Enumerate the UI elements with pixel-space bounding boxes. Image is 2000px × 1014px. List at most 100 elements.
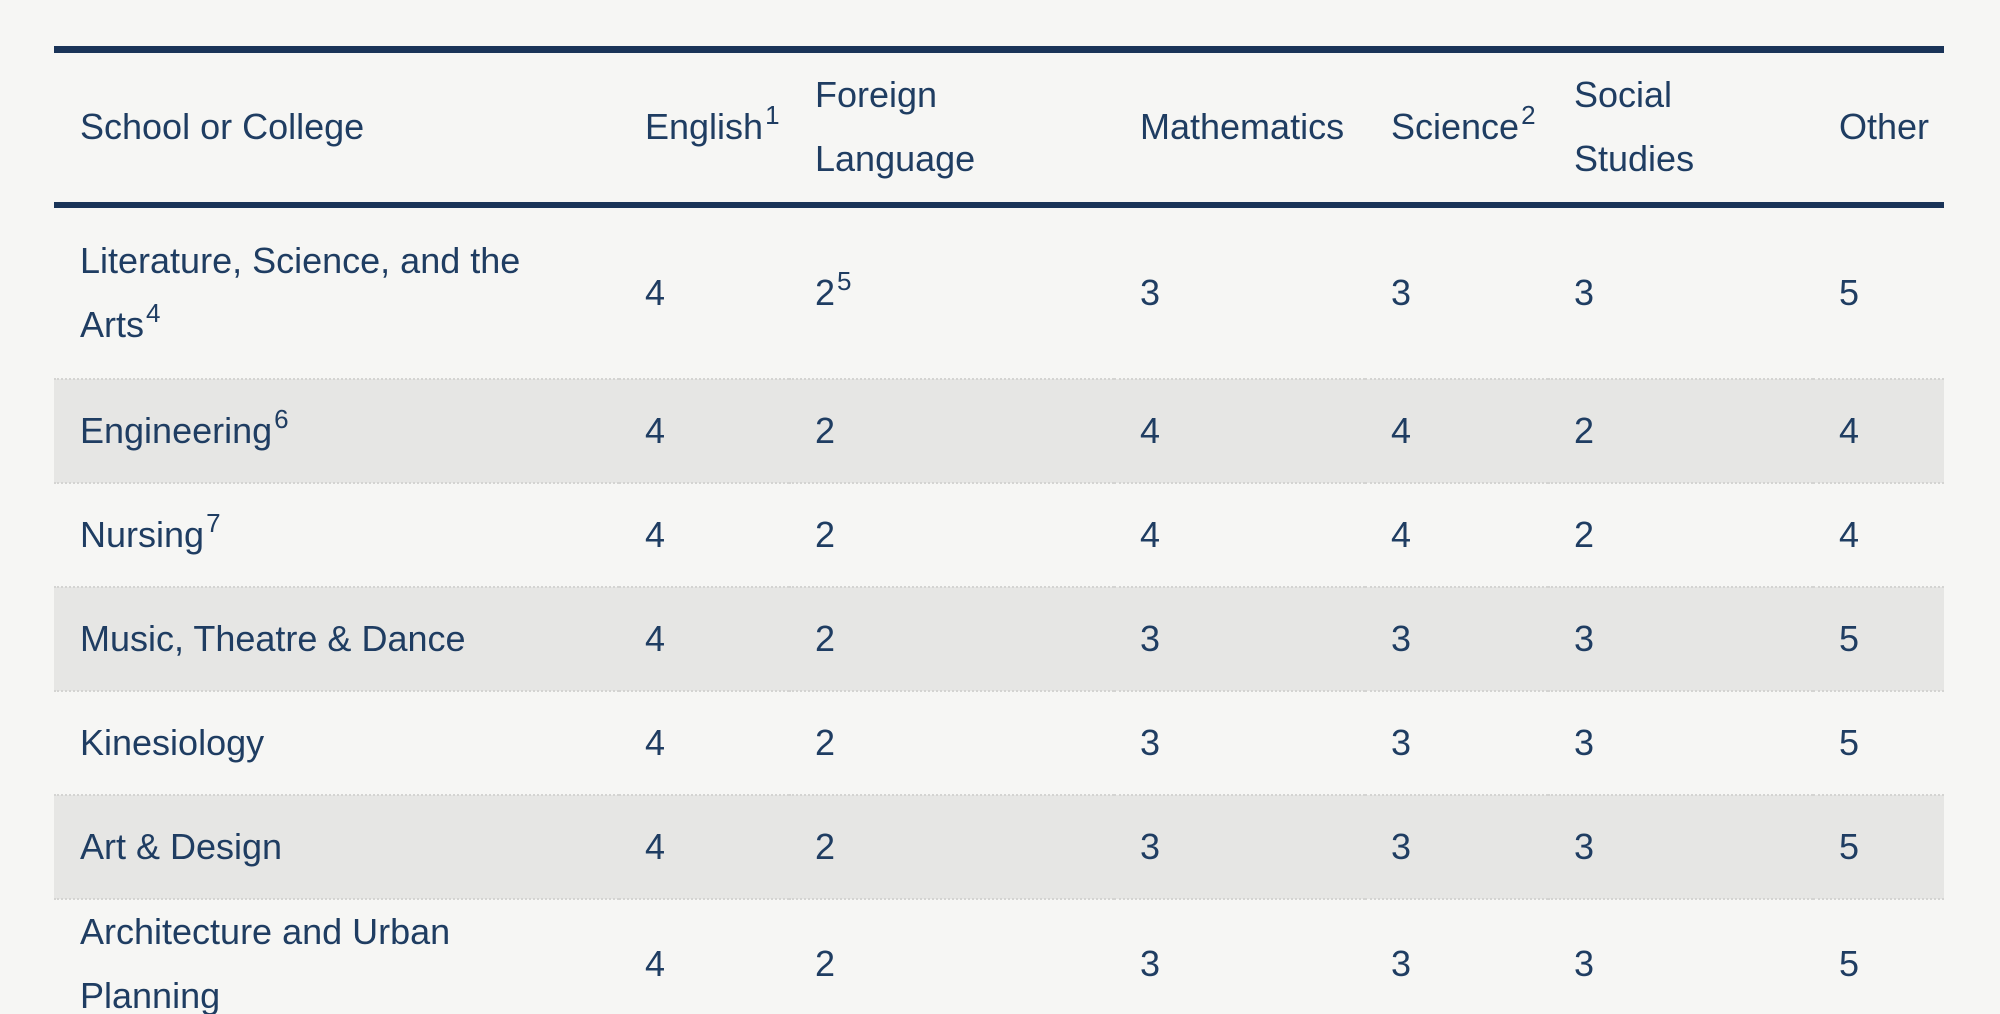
column-label: Science bbox=[1391, 106, 1520, 148]
unit-value: 5 bbox=[1839, 617, 1860, 659]
cell-other: 5 bbox=[1813, 205, 1944, 379]
unit-value: 4 bbox=[1839, 513, 1860, 555]
cell-mathematics: 4 bbox=[1114, 377, 1365, 483]
cell-other: 5 bbox=[1813, 689, 1944, 795]
cell-other: 5 bbox=[1813, 897, 1944, 1014]
unit-value: 4 bbox=[1391, 409, 1412, 451]
admission-requirements-table: School or College English1 Foreign Langua… bbox=[54, 46, 1944, 1014]
cell-english: 4 bbox=[619, 585, 789, 691]
unit-value: 4 bbox=[645, 721, 666, 763]
cell-english: 4 bbox=[619, 793, 789, 899]
unit-value: 4 bbox=[645, 271, 666, 313]
unit-value: 2 bbox=[815, 942, 836, 984]
cell-social-studies: 3 bbox=[1548, 585, 1813, 691]
cell-social-studies: 2 bbox=[1548, 377, 1813, 483]
cell-science: 3 bbox=[1365, 689, 1548, 795]
unit-value: 4 bbox=[645, 825, 666, 867]
unit-value: 3 bbox=[1140, 617, 1161, 659]
cell-mathematics: 3 bbox=[1114, 205, 1365, 379]
unit-value: 2 bbox=[815, 513, 836, 555]
cell-social-studies: 3 bbox=[1548, 689, 1813, 795]
unit-value: 3 bbox=[1140, 721, 1161, 763]
cell-social-studies: 2 bbox=[1548, 481, 1813, 587]
unit-value: 4 bbox=[1140, 513, 1161, 555]
unit-value: 3 bbox=[1391, 942, 1412, 984]
column-label: Foreign bbox=[815, 74, 938, 116]
column-header-science: Science2 bbox=[1365, 49, 1548, 208]
unit-value: 4 bbox=[645, 617, 666, 659]
unit-value: 4 bbox=[645, 513, 666, 555]
cell-science: 4 bbox=[1365, 481, 1548, 587]
cell-mathematics: 4 bbox=[1114, 481, 1365, 587]
cell-foreign-language: 2 bbox=[789, 689, 1114, 795]
unit-value: 5 bbox=[1839, 271, 1860, 313]
unit-value: 3 bbox=[1391, 617, 1412, 659]
column-label: Mathematics bbox=[1140, 106, 1345, 148]
unit-value: 3 bbox=[1391, 825, 1412, 867]
unit-value: 3 bbox=[1391, 721, 1412, 763]
unit-value: 4 bbox=[1839, 409, 1860, 451]
cell-foreign-language: 2 bbox=[789, 481, 1114, 587]
unit-value: 5 bbox=[1839, 942, 1860, 984]
unit-value: 2 bbox=[815, 617, 836, 659]
cell-social-studies: 3 bbox=[1548, 897, 1813, 1014]
unit-value: 3 bbox=[1574, 721, 1595, 763]
cell-school-or-college: Art & Design bbox=[54, 793, 619, 899]
cell-school-or-college: Music, Theatre & Dance bbox=[54, 585, 619, 691]
column-label-line2: Language bbox=[815, 138, 976, 180]
cell-mathematics: 3 bbox=[1114, 689, 1365, 795]
unit-value: 4 bbox=[1391, 513, 1412, 555]
column-header-mathematics: Mathematics bbox=[1114, 49, 1365, 208]
cell-science: 3 bbox=[1365, 897, 1548, 1014]
cell-science: 4 bbox=[1365, 377, 1548, 483]
unit-value: 3 bbox=[1140, 271, 1161, 313]
column-header-foreign-language: Foreign Language bbox=[789, 49, 1114, 208]
unit-value: 2 bbox=[815, 409, 836, 451]
column-header-social-studies: Social Studies bbox=[1548, 49, 1813, 208]
cell-school-or-college: Engineering6 bbox=[54, 377, 619, 483]
cell-english: 4 bbox=[619, 689, 789, 795]
column-header-english: English1 bbox=[619, 49, 789, 208]
table-body: Literature, Science, and the Arts4 4 25 3 3 3… bbox=[54, 205, 1944, 1014]
column-header-school-or-college: School or College bbox=[54, 49, 619, 208]
cell-foreign-language: 2 bbox=[789, 897, 1114, 1014]
unit-value: 4 bbox=[1140, 409, 1161, 451]
cell-mathematics: 3 bbox=[1114, 585, 1365, 691]
cell-other: 5 bbox=[1813, 793, 1944, 899]
cell-english: 4 bbox=[619, 205, 789, 379]
unit-value: 3 bbox=[1574, 942, 1595, 984]
row-label: Music, Theatre & Dance bbox=[80, 617, 466, 659]
column-label: School or College bbox=[80, 106, 365, 148]
cell-science: 3 bbox=[1365, 205, 1548, 379]
row-label: Engineering bbox=[80, 409, 273, 451]
column-label: English bbox=[645, 106, 764, 148]
unit-value: 3 bbox=[1140, 825, 1161, 867]
unit-value: 3 bbox=[1140, 942, 1161, 984]
table-row: Engineering6 4 2 4 4 2 4 bbox=[54, 377, 1944, 483]
cell-school-or-college: Nursing7 bbox=[54, 481, 619, 587]
unit-value: 2 bbox=[1574, 409, 1595, 451]
cell-mathematics: 3 bbox=[1114, 897, 1365, 1014]
unit-value: 2 bbox=[815, 825, 836, 867]
table-header: School or College English1 Foreign Langua… bbox=[54, 49, 1944, 208]
cell-foreign-language: 2 bbox=[789, 377, 1114, 483]
unit-value: 2 bbox=[815, 721, 836, 763]
unit-value: 3 bbox=[1574, 271, 1595, 313]
row-label: Nursing bbox=[80, 513, 205, 555]
header-row: School or College English1 Foreign Langua… bbox=[54, 49, 1944, 208]
cell-english: 4 bbox=[619, 377, 789, 483]
cell-other: 4 bbox=[1813, 481, 1944, 587]
cell-school-or-college: Literature, Science, and the Arts4 bbox=[80, 239, 521, 345]
cell-foreign-language: 2 bbox=[789, 793, 1114, 899]
cell-foreign-language: 25 bbox=[815, 265, 852, 313]
cell-foreign-language: 2 bbox=[789, 585, 1114, 691]
cell-school-or-college: Architecture and Urban Planning bbox=[54, 897, 619, 1014]
column-label-line2: Studies bbox=[1574, 138, 1695, 180]
cell-school-or-college: Kinesiology bbox=[54, 689, 619, 795]
cell-science: 3 bbox=[1365, 793, 1548, 899]
unit-value: 3 bbox=[1574, 617, 1595, 659]
cell-science: 3 bbox=[1365, 585, 1548, 691]
cell-social-studies: 3 bbox=[1548, 205, 1813, 379]
row-label: Art & Design bbox=[80, 825, 283, 867]
row-label: Kinesiology bbox=[80, 721, 265, 763]
